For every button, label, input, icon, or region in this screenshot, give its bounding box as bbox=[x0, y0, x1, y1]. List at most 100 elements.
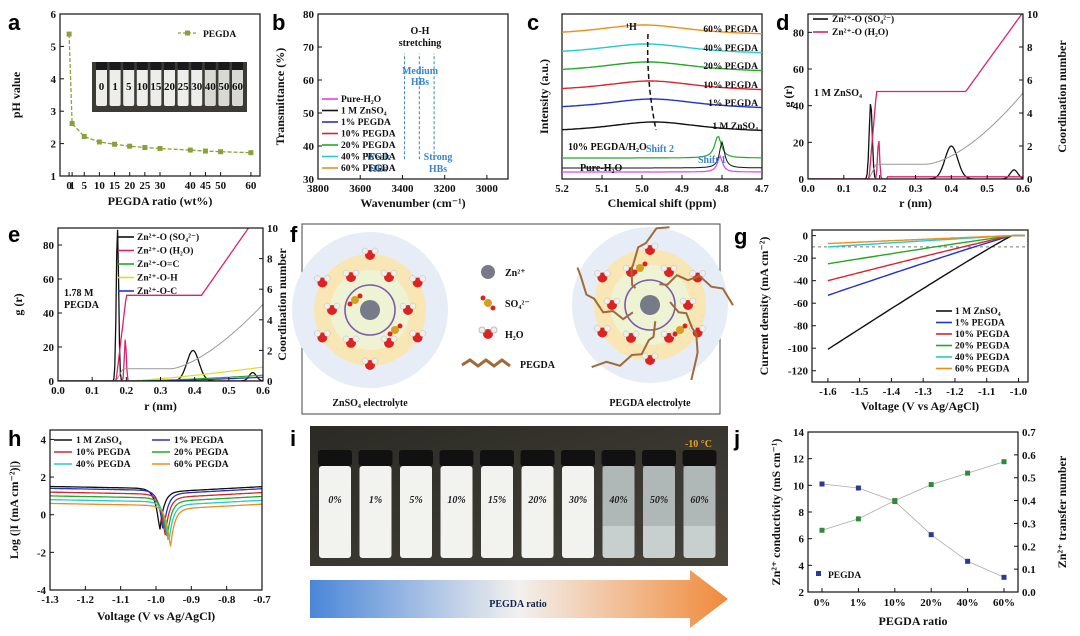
y-tick-label: 20 bbox=[793, 137, 805, 149]
y-tick-label: -80 bbox=[793, 321, 808, 333]
x-tick-label: -0.7 bbox=[253, 594, 271, 606]
vial-label: 50% bbox=[650, 495, 668, 506]
y-tick-label: -4 bbox=[37, 585, 47, 597]
legend-label: 10% PEGDA bbox=[76, 448, 131, 458]
data-point bbox=[1001, 459, 1007, 465]
annotation: 1.78 M bbox=[64, 288, 94, 299]
vial bbox=[218, 68, 230, 106]
series-line bbox=[561, 24, 762, 35]
water-hydrogen bbox=[314, 330, 321, 337]
vial-cap bbox=[232, 62, 243, 70]
legend-marker bbox=[185, 30, 190, 36]
vial-cap bbox=[150, 62, 162, 70]
vial-cap bbox=[123, 62, 135, 70]
y-tick-label: -100 bbox=[788, 343, 809, 355]
x-tick-label: 3400 bbox=[391, 183, 414, 195]
x-tick-label: -1.6 bbox=[819, 386, 837, 398]
series-line bbox=[821, 483, 1005, 578]
y2-tick-label: 6 bbox=[267, 284, 273, 296]
legend-label: Zn²⁺-O=C bbox=[137, 260, 179, 270]
vial bbox=[204, 68, 216, 106]
data-point bbox=[1001, 574, 1007, 580]
panel-letter-b: b bbox=[272, 10, 285, 35]
x-tick-label: 3600 bbox=[349, 183, 372, 195]
y-tick-label: 80 bbox=[43, 240, 55, 252]
data-point bbox=[218, 149, 224, 155]
sulfate-oxygen bbox=[632, 269, 638, 275]
data-point bbox=[819, 481, 825, 487]
sulfate-oxygen bbox=[672, 331, 678, 337]
x-tick-label: 40% bbox=[957, 597, 979, 609]
sulfate-sulfur bbox=[351, 296, 359, 304]
x-tick-label: 0.4 bbox=[944, 183, 958, 195]
water-hydrogen bbox=[342, 269, 350, 277]
series-line bbox=[808, 140, 1023, 179]
series-line bbox=[561, 80, 762, 91]
y-axis-title: Zn²⁺ conductivity (mS cm⁻¹) bbox=[769, 439, 783, 586]
water-hydrogen bbox=[689, 297, 697, 305]
water-hydrogen bbox=[603, 297, 611, 305]
panel-j: j 0% 1% 10% 20% 40% 60% 2 4 6 8 10 12 14 0.0 0.1 0.2 0.3 0… bbox=[733, 426, 1069, 628]
water-hydrogen bbox=[651, 242, 659, 250]
panel-h: h -1.3 -1.2 -1.1 -1.0 -0.9 -0.8 -0.7 -4 -2 0 2 4 1 M … bbox=[7, 426, 271, 623]
y2-tick-label: 4 bbox=[1027, 108, 1033, 120]
legend-label: Zn²⁺ bbox=[505, 268, 526, 279]
x-tick-label: 1 bbox=[69, 180, 75, 192]
water-hydrogen bbox=[613, 297, 621, 305]
y-tick-label: 20 bbox=[43, 342, 55, 354]
sulfate-sulfur bbox=[391, 326, 399, 334]
x-tick-label: 3800 bbox=[307, 183, 330, 195]
ratio-arrow bbox=[310, 570, 728, 628]
x-tick-label: 5.0 bbox=[635, 183, 649, 195]
legend-so4-icon bbox=[484, 299, 492, 307]
vial-cap bbox=[318, 450, 352, 466]
vial-cap bbox=[218, 62, 230, 70]
panel-letter-h: h bbox=[8, 426, 21, 451]
vial-label: 60 bbox=[232, 81, 244, 93]
data-point bbox=[127, 143, 133, 149]
data-point bbox=[157, 145, 163, 151]
legend-label: 60% PEGDA bbox=[174, 460, 229, 470]
data-point bbox=[965, 470, 971, 476]
series-line bbox=[827, 234, 1025, 245]
inset-photo: 0 1 5 10 15 20 25 30 40 50 60 bbox=[92, 62, 247, 112]
legend-label: 10% PEGDA bbox=[955, 330, 1010, 340]
series-label: 20% PEGDA bbox=[703, 62, 758, 72]
x-tick-label: 0.1 bbox=[837, 183, 851, 195]
series-line bbox=[58, 339, 263, 381]
legend-label: Zn²⁺-O (H₂O) bbox=[137, 246, 193, 257]
y-tick-label: 2 bbox=[51, 139, 57, 151]
y-tick-label: 0 bbox=[799, 174, 805, 186]
y2-tick-label: 8 bbox=[1027, 42, 1033, 54]
y-tick-label: 0 bbox=[41, 510, 47, 522]
water-hydrogen bbox=[670, 264, 678, 272]
water-hydrogen bbox=[324, 330, 331, 337]
vial-label: 0 bbox=[99, 81, 105, 93]
annotation: O-H bbox=[411, 26, 430, 37]
vial-body bbox=[319, 466, 351, 558]
annotation: 1 M ZnSO₄ bbox=[814, 88, 862, 99]
series-line bbox=[561, 43, 763, 54]
x-tick-label: 15 bbox=[109, 180, 121, 192]
x-tick-label: 0.0 bbox=[801, 183, 815, 195]
y2-tick-label: 0.1 bbox=[1022, 564, 1036, 576]
y2-tick-label: 2 bbox=[267, 345, 273, 357]
y-tick-label: 5 bbox=[51, 41, 57, 53]
x-tick-label: 4.8 bbox=[715, 183, 729, 195]
series-line bbox=[827, 234, 1025, 265]
vial-cap bbox=[601, 450, 636, 466]
y-tick-label: 4 bbox=[51, 74, 57, 86]
vial-clear-region bbox=[602, 466, 635, 526]
water-hydrogen bbox=[419, 330, 426, 337]
pegda-solvation bbox=[572, 226, 734, 383]
x-axis-title: r (nm) bbox=[144, 399, 177, 413]
data-point bbox=[187, 147, 193, 153]
x-tick-label: -1.5 bbox=[851, 386, 869, 398]
x-axis-title: Voltage (V vs Ag/AgCl) bbox=[861, 399, 979, 413]
x-tick-label: -1.2 bbox=[946, 386, 964, 398]
y-tick-label: 40 bbox=[793, 101, 805, 113]
x-tick-label: 30 bbox=[155, 180, 167, 192]
y-tick-label: 40 bbox=[43, 308, 55, 320]
x-axis-title: Voltage (V vs Ag/AgCl) bbox=[97, 609, 215, 623]
plot-frame bbox=[807, 431, 1019, 593]
